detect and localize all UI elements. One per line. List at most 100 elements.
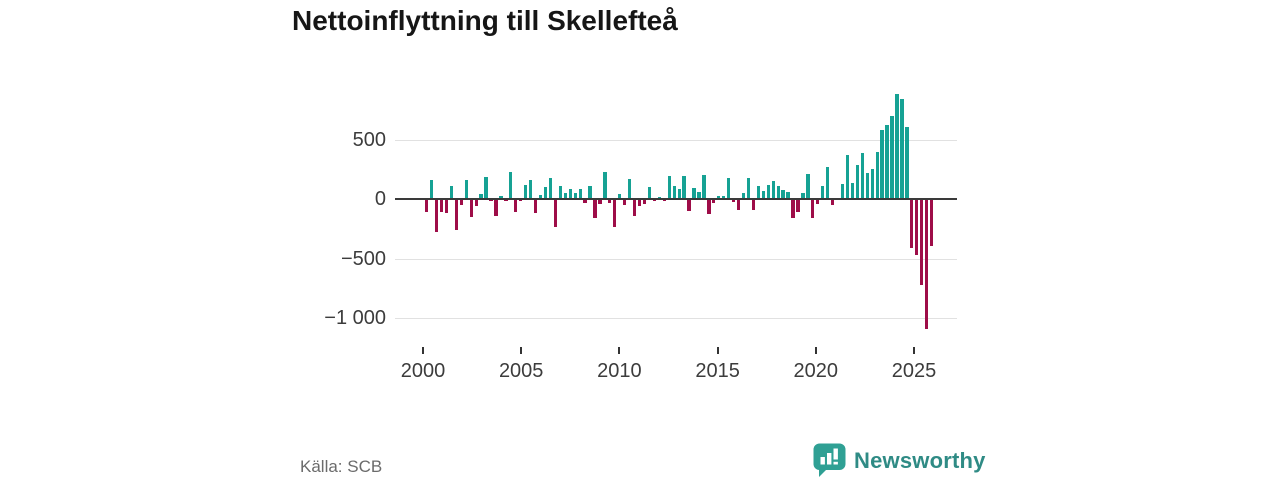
bar-2015-Q3 [731, 200, 736, 202]
bar-2009-Q3 [613, 200, 617, 228]
bar-2024-Q2 [905, 126, 909, 198]
x-axis-tick-2010 [618, 347, 621, 354]
bar-2006-Q2 [548, 178, 553, 198]
bar-2011-Q2 [647, 187, 652, 198]
bar-2014-Q1 [702, 174, 706, 198]
source-caption: Källa: SCB [300, 457, 383, 476]
bar-2025-Q1 [920, 200, 924, 286]
x-axis-tick-label: 2020 [793, 360, 839, 382]
bar-2000-Q1 [425, 200, 429, 212]
bar-2024-Q4 [915, 200, 919, 256]
bar-2016-Q1 [741, 193, 746, 198]
y-axis-tick-label: 500 [352, 129, 386, 151]
x-axis-tick-2025 [913, 347, 915, 354]
bar-2001-Q1 [444, 200, 449, 214]
y-gridline-500 [395, 140, 957, 141]
x-axis-tick-label: 2025 [891, 360, 937, 382]
bar-2008-Q3 [593, 200, 597, 218]
bar-2007-Q2 [568, 188, 572, 198]
bar-2006-Q3 [553, 200, 558, 228]
bar-2014-Q3 [712, 200, 716, 203]
bar-2021-Q1 [840, 184, 845, 198]
y-gridline--500 [395, 259, 957, 260]
bar-2018-Q4 [796, 200, 800, 212]
bar-2024-Q3 [910, 200, 914, 248]
bar-2009-Q1 [603, 172, 607, 198]
bar-2004-Q1 [504, 200, 508, 202]
bar-2007-Q4 [578, 188, 582, 198]
x-axis-tick-2000 [422, 347, 424, 354]
bar-2014-Q4 [717, 196, 721, 198]
bar-2008-Q1 [583, 200, 587, 203]
y-gridline--1000 [395, 318, 957, 319]
bar-2007-Q3 [573, 193, 577, 198]
bar-2002-Q3 [474, 200, 478, 206]
bar-2010-Q3 [632, 200, 637, 216]
bar-2018-Q1 [781, 190, 785, 198]
bar-2004-Q3 [514, 200, 518, 212]
bar-2013-Q2 [687, 200, 691, 211]
x-axis-tick-2020 [814, 347, 817, 354]
x-axis-tick-label: 2005 [498, 360, 544, 382]
bar-2020-Q2 [826, 167, 830, 198]
bar-2015-Q1 [722, 196, 726, 198]
bar-2003-Q4 [499, 195, 503, 198]
zero-axis-line [395, 198, 957, 200]
bar-2023-Q2 [885, 125, 889, 198]
bar-2017-Q1 [761, 190, 765, 198]
bar-2016-Q3 [751, 200, 756, 211]
bar-2012-Q3 [672, 186, 676, 198]
bar-2005-Q3 [533, 200, 538, 214]
bar-2019-Q3 [811, 200, 815, 218]
bar-2017-Q3 [771, 181, 775, 198]
bar-2009-Q4 [618, 193, 622, 198]
bar-2000-Q3 [434, 200, 439, 233]
bar-2022-Q4 [875, 151, 879, 198]
bar-2024-Q1 [900, 98, 904, 198]
y-axis-tick-label: 0 [374, 188, 386, 210]
bar-2011-Q1 [642, 200, 647, 204]
bar-2025-Q2 [925, 200, 929, 329]
bar-2003-Q3 [494, 200, 498, 217]
bar-2002-Q4 [479, 193, 483, 198]
bar-2012-Q2 [667, 176, 671, 198]
bar-2018-Q3 [791, 200, 795, 218]
bar-2016-Q2 [746, 178, 751, 198]
bar-2021-Q2 [845, 154, 850, 198]
bar-2008-Q4 [598, 200, 602, 205]
bar-2001-Q2 [449, 186, 454, 198]
bar-2004-Q4 [519, 200, 523, 202]
bar-2010-Q2 [628, 179, 632, 198]
bar-2011-Q3 [652, 200, 657, 202]
bar-2012-Q1 [662, 200, 666, 202]
bar-2013-Q4 [697, 191, 701, 198]
newsworthy-bar-chart-bubble-icon [813, 443, 846, 477]
x-axis-tick-2015 [716, 347, 719, 354]
newsworthy-logo: Newsworthy [813, 443, 986, 478]
y-axis-tick-label: −1 000 [324, 307, 386, 329]
bar-2019-Q2 [806, 174, 810, 198]
bar-2006-Q1 [543, 187, 548, 198]
chart-title: Nettoinflyttning till Skellefteå [292, 5, 678, 36]
bar-2000-Q2 [429, 180, 434, 198]
bar-2005-Q2 [529, 180, 533, 198]
bar-2022-Q3 [870, 169, 874, 198]
bar-2007-Q1 [563, 193, 567, 198]
bar-2005-Q4 [538, 195, 543, 198]
bar-2002-Q1 [464, 180, 468, 198]
bar-2012-Q4 [677, 189, 681, 198]
bar-2022-Q2 [865, 173, 869, 198]
bar-2023-Q4 [895, 93, 899, 198]
bar-2017-Q4 [776, 186, 780, 198]
bar-2019-Q4 [816, 200, 820, 205]
x-axis-tick-label: 2000 [400, 360, 446, 382]
bar-2001-Q4 [459, 200, 463, 205]
bar-2021-Q4 [855, 165, 860, 198]
bar-2001-Q3 [454, 200, 459, 230]
bar-2011-Q4 [657, 196, 661, 198]
bar-2018-Q2 [786, 192, 790, 198]
x-axis-tick-label: 2010 [597, 360, 642, 382]
bar-2000-Q4 [439, 200, 444, 212]
x-axis-tick-2005 [520, 347, 523, 354]
